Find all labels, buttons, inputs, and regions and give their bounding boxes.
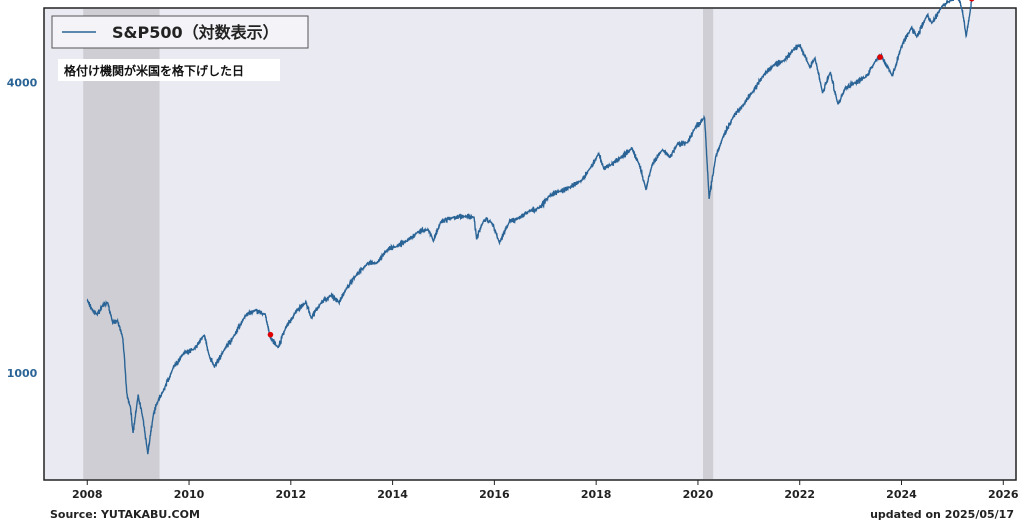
annotation: 格付け機関が米国を格下げした日: [58, 59, 280, 81]
updated-label: updated on 2025/05/17: [870, 508, 1014, 521]
y-tick-label-1: 4000: [7, 76, 38, 89]
x-tick-label-8: 2024: [886, 488, 917, 501]
shaded-period-1: [703, 9, 714, 479]
y-axis: 1000 4000: [7, 76, 38, 380]
x-tick-label-3: 2014: [377, 488, 408, 501]
shaded-periods: [83, 9, 714, 479]
x-tick-label-5: 2018: [581, 488, 612, 501]
x-tick-label-7: 2022: [784, 488, 815, 501]
x-tick-label-6: 2020: [683, 488, 714, 501]
downgrade-marker-2: [969, 0, 975, 2]
x-tick-label-4: 2016: [479, 488, 510, 501]
annotation-label: 格付け機関が米国を格下げした日: [64, 63, 244, 78]
annotation-box: [58, 59, 280, 81]
series-line-0: [86, 0, 973, 455]
x-tick-label-9: 2026: [988, 488, 1019, 501]
shaded-period-0: [83, 9, 160, 479]
series-layer: [86, 0, 973, 455]
x-tick-label-1: 2010: [174, 488, 205, 501]
x-tick-label-0: 2008: [72, 488, 103, 501]
x-tick-label-2: 2012: [276, 488, 307, 501]
marker-layer: [267, 0, 975, 338]
downgrade-marker-1: [877, 54, 883, 60]
y-tick-label-0: 1000: [7, 367, 38, 380]
x-axis: 2008 2010 2012 2014 2016 2018 2020 2022 2024 2026: [72, 480, 1019, 501]
source-label: Source: YUTAKABU.COM: [50, 508, 200, 521]
legend-label: S&P500（対数表示）: [112, 23, 279, 42]
downgrade-marker-0: [267, 331, 274, 338]
plot-area: [43, 7, 1017, 481]
legend: S&P500（対数表示）: [51, 15, 309, 49]
